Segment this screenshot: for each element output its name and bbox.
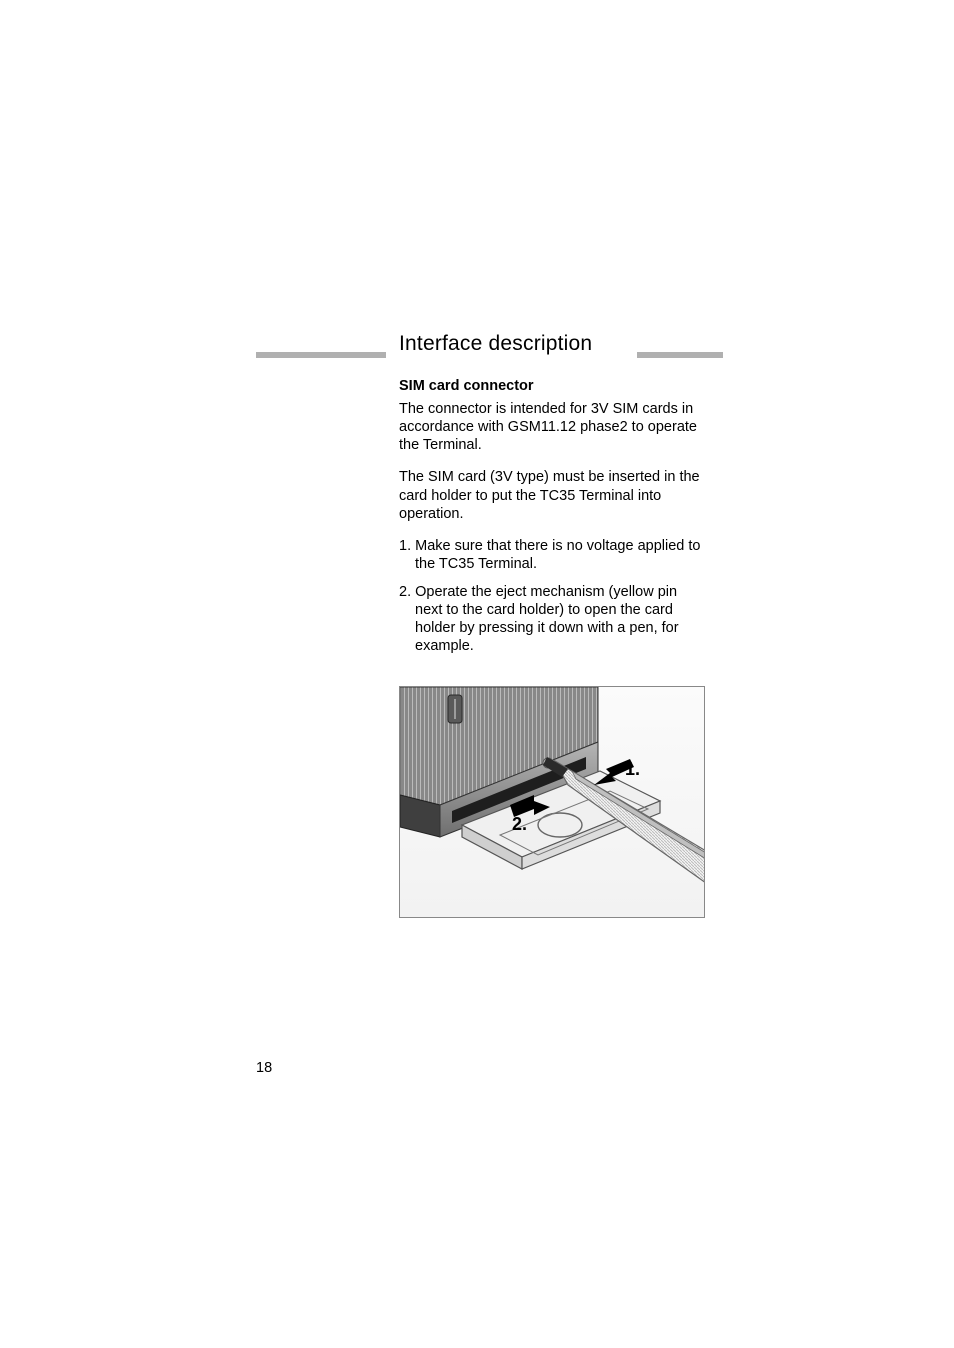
page-number: 18 bbox=[256, 1060, 272, 1076]
figure-label-1: 1. bbox=[625, 759, 640, 780]
content-column: SIM card connector The connector is inte… bbox=[399, 378, 705, 918]
section-title: Interface description bbox=[399, 332, 592, 356]
numbered-step: 1. Make sure that there is no voltage ap… bbox=[399, 537, 705, 573]
document-page: Interface description SIM card connector… bbox=[0, 0, 954, 1348]
sim-eject-illustration: 1. 2. bbox=[399, 686, 705, 918]
paragraph: The connector is intended for 3V SIM car… bbox=[399, 400, 705, 454]
section-header: Interface description bbox=[0, 332, 954, 362]
numbered-step: 2. Operate the eject mechanism (yellow p… bbox=[399, 583, 705, 656]
header-rule-right bbox=[637, 352, 723, 358]
paragraph: The SIM card (3V type) must be inserted … bbox=[399, 468, 705, 522]
subsection-heading: SIM card connector bbox=[399, 378, 705, 394]
sim-eject-svg bbox=[400, 687, 705, 918]
header-rule-left bbox=[256, 352, 386, 358]
figure-label-2: 2. bbox=[512, 814, 527, 835]
